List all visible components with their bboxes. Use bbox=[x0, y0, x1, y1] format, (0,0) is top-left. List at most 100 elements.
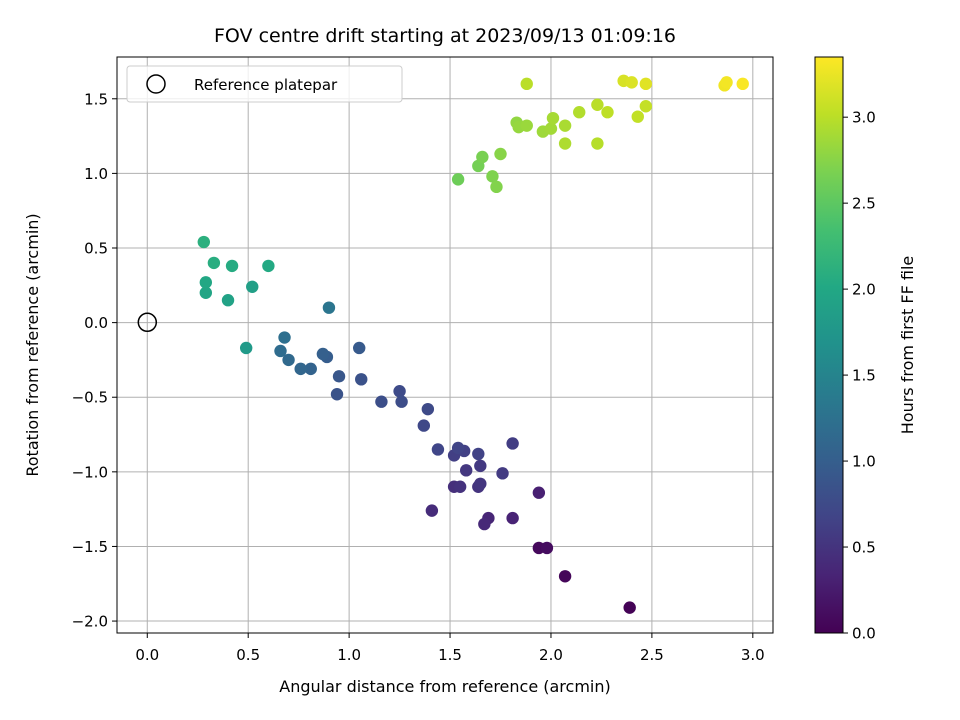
colorbar-tick-label: 3.0 bbox=[852, 109, 876, 127]
data-point bbox=[425, 504, 439, 517]
plot-frame bbox=[116, 56, 774, 634]
data-point bbox=[573, 106, 586, 119]
data-point bbox=[506, 437, 519, 450]
x-tick-label: 1.5 bbox=[438, 646, 462, 664]
data-point bbox=[459, 464, 473, 477]
data-point bbox=[207, 256, 221, 270]
colorbar-ticks: 0.0 0.5 1.0 1.5 2.0 2.5 3.0 bbox=[843, 109, 876, 643]
data-point bbox=[225, 259, 239, 273]
data-point bbox=[496, 467, 509, 480]
data-point bbox=[474, 459, 487, 473]
x-tick-label: 1.0 bbox=[337, 646, 361, 664]
data-point bbox=[558, 119, 572, 132]
data-point bbox=[520, 119, 533, 132]
grid bbox=[117, 57, 773, 633]
reference-platepar-marker bbox=[137, 312, 158, 333]
data-point bbox=[476, 150, 489, 164]
data-point bbox=[375, 395, 388, 408]
data-point bbox=[330, 388, 344, 401]
data-point bbox=[246, 280, 259, 294]
data-point bbox=[393, 385, 406, 398]
colorbar-label: Hours from first FF file bbox=[898, 256, 917, 435]
data-point bbox=[639, 100, 653, 113]
data-point bbox=[591, 98, 604, 111]
y-axis-ticks: −2.0 −1.5 −1.0 −0.5 0.0 0.5 1.0 1.5 bbox=[72, 90, 117, 631]
colorbar-tick-label: 2.0 bbox=[852, 281, 876, 299]
data-point bbox=[322, 301, 336, 314]
data-point bbox=[262, 259, 275, 273]
colorbar-tick-label: 1.0 bbox=[852, 453, 876, 471]
data-point bbox=[474, 477, 487, 490]
colorbar-tick-label: 2.5 bbox=[852, 195, 876, 213]
data-point bbox=[199, 276, 213, 289]
data-point bbox=[395, 395, 408, 408]
data-point bbox=[199, 286, 213, 299]
y-tick-label: 0.5 bbox=[84, 240, 108, 258]
data-point bbox=[546, 111, 560, 125]
data-point bbox=[332, 370, 346, 383]
data-point bbox=[478, 517, 491, 531]
x-tick-label: 2.0 bbox=[539, 646, 563, 664]
data-point bbox=[451, 173, 465, 186]
data-point bbox=[591, 137, 604, 150]
data-point bbox=[540, 541, 554, 555]
colorbar-tick-label: 0.0 bbox=[852, 625, 876, 643]
x-tick-label: 0.0 bbox=[135, 646, 159, 664]
x-axis-ticks: 0.0 0.5 1.0 1.5 2.0 2.5 3.0 bbox=[135, 633, 765, 664]
data-points bbox=[197, 74, 749, 614]
data-point bbox=[294, 362, 307, 376]
colorbar: 0.0 0.5 1.0 1.5 2.0 2.5 3.0 Hours from first F… bbox=[814, 56, 917, 643]
data-point bbox=[639, 77, 653, 91]
data-point bbox=[278, 331, 291, 344]
x-tick-label: 0.5 bbox=[236, 646, 260, 664]
legend-label: Reference platepar bbox=[194, 76, 338, 94]
y-tick-label: 1.5 bbox=[84, 90, 108, 108]
data-point bbox=[631, 110, 644, 123]
data-point bbox=[736, 77, 749, 91]
data-point bbox=[601, 106, 614, 119]
data-point bbox=[544, 122, 558, 135]
chart-title: FOV centre drift starting at 2023/09/13 … bbox=[214, 25, 676, 47]
data-point bbox=[282, 353, 295, 367]
data-point bbox=[532, 486, 546, 499]
y-axis-label: Rotation from reference (arcmin) bbox=[23, 213, 42, 476]
data-point bbox=[558, 570, 572, 583]
data-point bbox=[431, 443, 445, 456]
data-point bbox=[625, 76, 638, 89]
data-point bbox=[490, 180, 503, 194]
colorbar-tick-label: 0.5 bbox=[852, 539, 876, 557]
data-point bbox=[197, 235, 210, 249]
y-tick-label: −0.5 bbox=[72, 389, 108, 407]
data-point bbox=[353, 341, 366, 355]
data-point bbox=[494, 147, 507, 161]
data-point bbox=[316, 347, 330, 361]
data-point bbox=[486, 170, 499, 183]
legend-marker-icon bbox=[146, 74, 166, 94]
legend: Reference platepar bbox=[126, 65, 403, 103]
data-point bbox=[417, 419, 431, 432]
legend-box bbox=[126, 65, 403, 103]
data-point bbox=[355, 373, 368, 386]
data-point bbox=[451, 441, 465, 455]
data-point bbox=[221, 294, 235, 307]
y-tick-label: 0.0 bbox=[84, 314, 108, 332]
y-tick-label: 1.0 bbox=[84, 165, 108, 183]
data-point bbox=[421, 402, 435, 416]
data-point bbox=[274, 344, 287, 358]
data-point bbox=[558, 137, 572, 150]
y-tick-label: −2.0 bbox=[72, 613, 108, 631]
data-point bbox=[472, 447, 485, 461]
x-tick-label: 2.5 bbox=[640, 646, 664, 664]
data-point bbox=[623, 601, 636, 614]
y-tick-label: −1.5 bbox=[72, 538, 108, 556]
y-tick-label: −1.0 bbox=[72, 463, 108, 481]
data-point bbox=[720, 76, 733, 89]
colorbar-gradient bbox=[814, 56, 844, 634]
x-axis-label: Angular distance from reference (arcmin) bbox=[279, 677, 610, 696]
data-point bbox=[506, 511, 519, 525]
data-point bbox=[304, 362, 317, 376]
data-point bbox=[453, 480, 467, 493]
x-tick-label: 3.0 bbox=[741, 646, 765, 664]
data-point bbox=[520, 77, 533, 91]
colorbar-tick-label: 1.5 bbox=[852, 367, 876, 385]
